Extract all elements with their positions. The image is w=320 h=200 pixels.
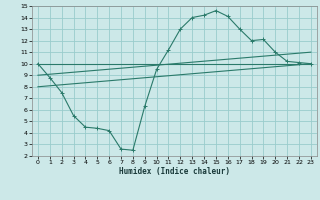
X-axis label: Humidex (Indice chaleur): Humidex (Indice chaleur) [119,167,230,176]
